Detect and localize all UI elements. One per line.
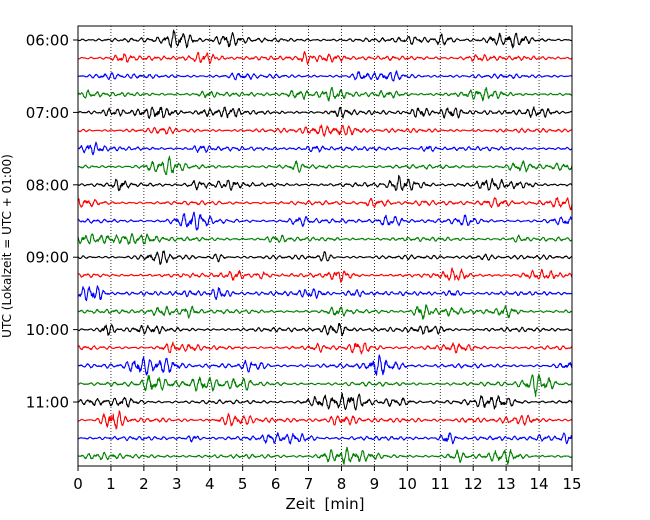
- x-tick-label: 6: [271, 475, 281, 493]
- y-tick-label: 07:00: [26, 104, 69, 122]
- x-tick-label: 3: [172, 475, 182, 493]
- trace-line: [77, 70, 573, 82]
- trace-line: [77, 446, 573, 465]
- trace-line: [77, 373, 573, 398]
- trace-line: [77, 233, 573, 245]
- x-tick-label: 12: [464, 475, 483, 493]
- y-tick-label: 09:00: [26, 249, 69, 267]
- seismic-traces: [77, 29, 573, 465]
- x-axis-ticks: 0 1 2 3 4 5 6 7 8 9 10 11 12 13 14 15: [73, 466, 582, 493]
- trace-line: [77, 106, 573, 119]
- trace-line: [77, 432, 573, 445]
- trace-line: [77, 322, 573, 337]
- trace-line: [77, 392, 573, 411]
- vertical-gridlines: [110, 26, 540, 466]
- trace-line: [77, 285, 573, 302]
- trace-line: [77, 174, 573, 192]
- plot-background: [78, 26, 572, 466]
- x-tick-label: 11: [431, 475, 450, 493]
- x-tick-label: 8: [337, 475, 347, 493]
- y-tick-label: 11:00: [26, 394, 69, 412]
- x-tick-label: 7: [304, 475, 314, 493]
- trace-line: [77, 410, 573, 430]
- trace-line: [77, 141, 573, 156]
- x-tick-label: 1: [106, 475, 116, 493]
- trace-line: [77, 86, 573, 102]
- trace-line: [77, 354, 573, 376]
- trace-line: [77, 211, 573, 231]
- y-axis-label: UTC (Lokalzeit = UTC + 01:00): [0, 154, 14, 338]
- plot-frame: [77, 25, 573, 467]
- trace-line: [77, 197, 573, 211]
- y-tick-label: 06:00: [26, 32, 69, 50]
- trace-line: [77, 124, 573, 137]
- y-axis-ticks: 06:00 07:00 08:00 09:00 10:00 11:00: [26, 32, 78, 412]
- trace-line: [77, 267, 573, 283]
- x-tick-label: 15: [562, 475, 581, 493]
- x-tick-label: 14: [530, 475, 549, 493]
- trace-line: [77, 304, 573, 320]
- x-tick-label: 2: [139, 475, 149, 493]
- trace-line: [77, 155, 573, 176]
- trace-line: [77, 341, 573, 355]
- y-tick-label: 08:00: [26, 176, 69, 194]
- x-tick-label: 4: [205, 475, 215, 493]
- trace-line: [77, 250, 573, 266]
- x-tick-label: 13: [497, 475, 516, 493]
- trace-line: [77, 29, 573, 49]
- trace-line: [77, 51, 573, 65]
- x-tick-label: 0: [73, 475, 83, 493]
- x-tick-label: 10: [398, 475, 417, 493]
- x-axis-label: Zeit [min]: [285, 495, 364, 513]
- x-tick-label: 9: [370, 475, 380, 493]
- x-tick-label: 5: [238, 475, 248, 493]
- y-tick-label: 10:00: [26, 321, 69, 339]
